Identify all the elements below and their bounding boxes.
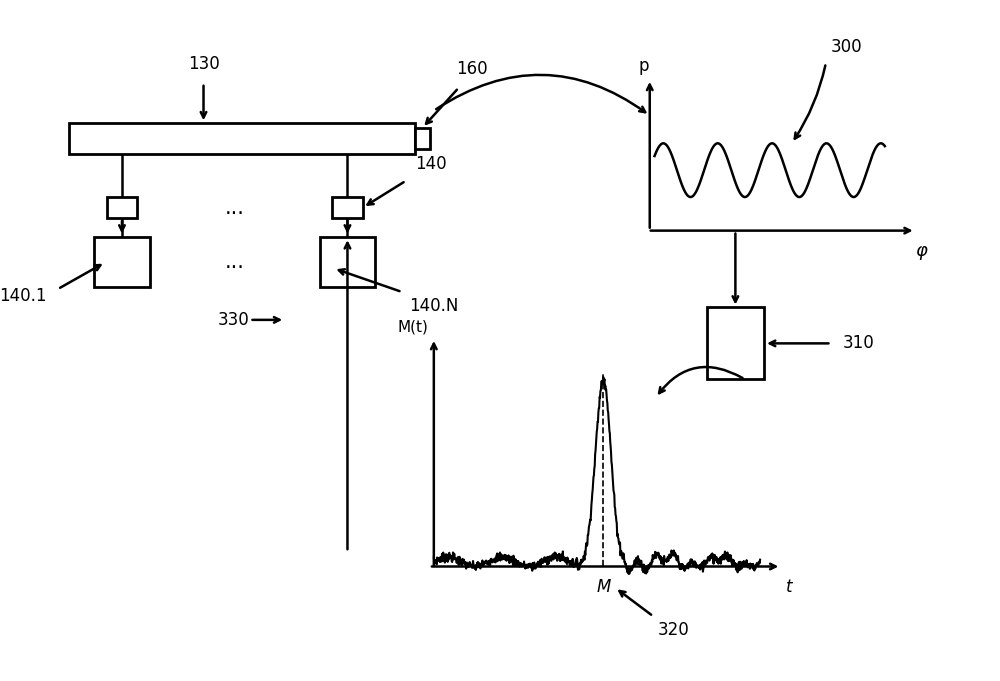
- Text: 140: 140: [416, 155, 447, 173]
- Text: t: t: [786, 578, 792, 596]
- Text: 130: 130: [188, 55, 219, 74]
- Text: 330: 330: [218, 311, 250, 329]
- Text: 320: 320: [658, 621, 690, 639]
- Bar: [320, 238, 375, 287]
- Text: 310: 310: [843, 334, 875, 352]
- Bar: [332, 197, 363, 218]
- Text: 140.N: 140.N: [409, 297, 458, 315]
- Text: p: p: [639, 57, 649, 75]
- Bar: [69, 123, 415, 154]
- Text: 140.1: 140.1: [0, 287, 46, 305]
- Text: φ: φ: [915, 242, 927, 260]
- Bar: [94, 238, 150, 287]
- Text: 300: 300: [831, 38, 862, 56]
- Text: 160: 160: [456, 60, 488, 78]
- Text: ...: ...: [225, 197, 245, 218]
- Bar: [707, 307, 764, 379]
- Bar: [415, 128, 430, 149]
- Bar: [107, 197, 137, 218]
- Text: M: M: [596, 578, 611, 596]
- Text: ...: ...: [225, 252, 245, 272]
- Text: M(t): M(t): [397, 319, 428, 334]
